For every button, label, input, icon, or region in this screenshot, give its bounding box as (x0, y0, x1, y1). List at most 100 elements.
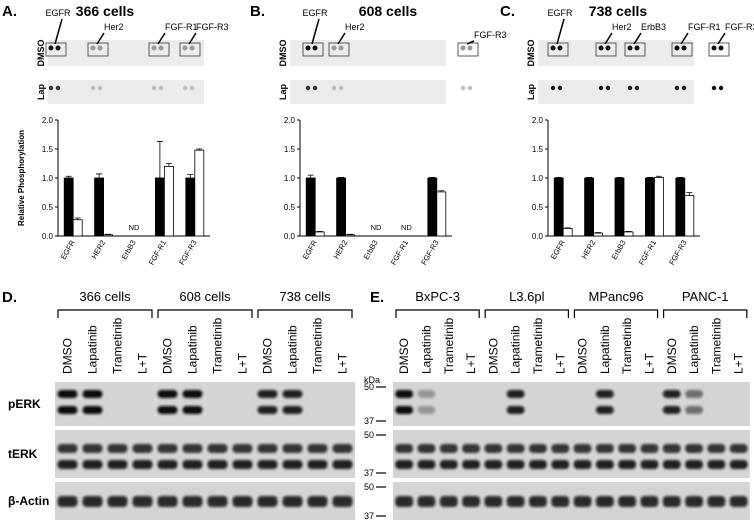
bar (336, 177, 347, 237)
array-arrow (188, 32, 197, 45)
array-arrow (337, 32, 346, 45)
blot-band (484, 496, 503, 507)
blot-band (551, 496, 570, 507)
array-image (48, 80, 204, 104)
marker-size: 50 (364, 382, 374, 392)
lane-label: L+T (236, 352, 250, 374)
error-bar (616, 177, 623, 178)
error-bar (156, 141, 163, 178)
blot-band (618, 444, 637, 453)
blot-band (395, 406, 414, 414)
bar (427, 177, 438, 237)
error-bar (555, 177, 562, 178)
blot-image (393, 382, 750, 426)
array-dot (557, 45, 563, 51)
blot-band (282, 496, 303, 507)
y-tick-label: 2.0 (532, 116, 544, 125)
blot-band (662, 406, 681, 414)
array-label: ErbB3 (641, 22, 666, 32)
blot-band (332, 460, 353, 469)
array-label: Her2 (104, 22, 124, 32)
array-dot (97, 45, 103, 51)
blot-band (417, 496, 436, 507)
array-dot (674, 85, 680, 91)
array-dot (189, 85, 195, 91)
x-tick-label: FGF-R3 (419, 239, 440, 267)
blot-band (182, 496, 203, 507)
lane-label: L+T (642, 352, 656, 374)
bar (314, 231, 325, 237)
bar (185, 177, 196, 237)
y-tick-label: 1.0 (42, 174, 54, 183)
x-tick-label: EGFR (59, 238, 78, 261)
error-bar (646, 177, 653, 178)
array-arrow (717, 32, 726, 45)
blot-band (462, 460, 480, 469)
y-tick-label: 1.5 (42, 145, 54, 154)
blot-band (529, 496, 547, 507)
group-bracket (484, 309, 569, 318)
array-arrow (96, 32, 105, 45)
y-tick-label: 0.0 (42, 232, 54, 241)
array-dot (598, 85, 604, 91)
blot-band (257, 496, 278, 507)
blot-band (232, 496, 253, 507)
array-dot (634, 85, 640, 91)
array-dot (331, 85, 337, 91)
bar (553, 177, 564, 237)
array-dot (718, 85, 724, 91)
marker-size: 50 (364, 430, 374, 440)
blot-band (395, 460, 414, 469)
lane-label: Lapatinib (687, 325, 701, 374)
array-image (538, 80, 694, 104)
bar (305, 177, 316, 237)
blot-band (332, 496, 353, 507)
array-row-label: Lap (526, 84, 536, 101)
lane-label: DMSO (61, 338, 75, 374)
blot-band (417, 406, 436, 414)
array-dot (681, 45, 687, 51)
panel-label: A. (2, 3, 17, 20)
array-arrow (604, 32, 613, 45)
blot-band (282, 444, 303, 453)
blot-band (57, 444, 78, 453)
blot-band (462, 444, 480, 453)
x-tick-label: ErbB3 (362, 239, 380, 262)
array-dot (681, 85, 687, 91)
blot-band (595, 460, 614, 469)
error-bar (595, 232, 602, 234)
array-row-label: DMSO (36, 40, 46, 67)
panel-title: 366 cells (76, 3, 135, 19)
row-label: tERK (8, 447, 38, 461)
blot-band (157, 444, 178, 453)
panel-title: 738 cells (589, 3, 648, 19)
bar (72, 219, 83, 237)
blot-band (506, 444, 525, 453)
blot-band (640, 496, 659, 507)
error-bar (307, 174, 314, 178)
blot-band (257, 390, 278, 398)
blot-band (506, 390, 525, 398)
lane-label: Lapatinib (509, 325, 523, 374)
blot-band (417, 444, 436, 453)
lane-label: DMSO (486, 338, 500, 374)
array-label: EGFR (45, 8, 71, 18)
array-dot (605, 85, 611, 91)
x-tick-label: FGF-R1 (637, 239, 658, 267)
array-dot (90, 45, 96, 51)
blot-band (595, 496, 614, 507)
row-label: pERK (8, 397, 41, 411)
array-dot (158, 45, 164, 51)
row-label: β-Actin (8, 494, 49, 508)
array-dot (550, 45, 556, 51)
bar (654, 177, 664, 237)
group-bracket (663, 309, 748, 318)
error-bar (74, 217, 81, 220)
blot-band (82, 406, 103, 414)
error-bar (686, 192, 693, 196)
x-tick-label: ErbB3 (610, 239, 628, 262)
lane-label: Lapatinib (419, 325, 433, 374)
x-tick-label: HER2 (90, 239, 108, 261)
blot-band (707, 460, 726, 469)
group-bracket (157, 309, 253, 318)
